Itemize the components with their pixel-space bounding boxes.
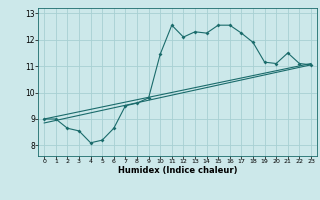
X-axis label: Humidex (Indice chaleur): Humidex (Indice chaleur) bbox=[118, 166, 237, 175]
